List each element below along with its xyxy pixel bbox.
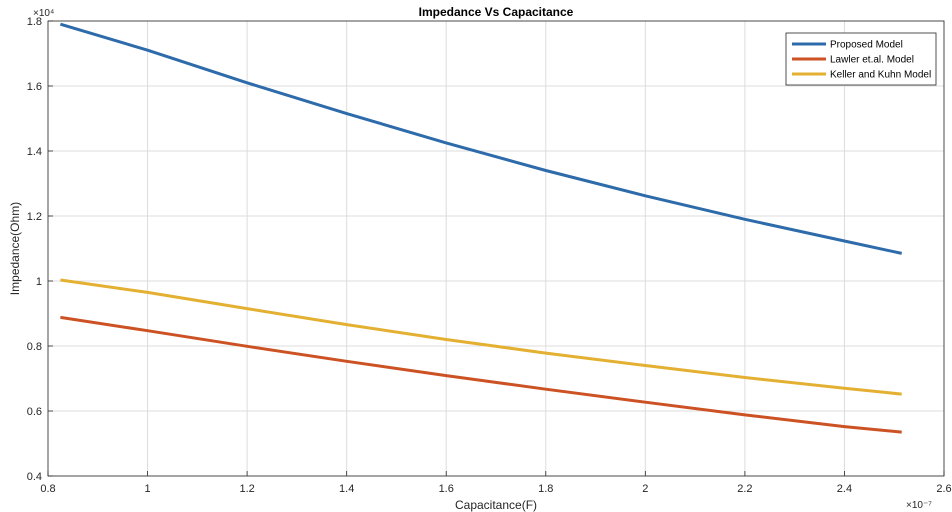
x-tick-label: 1	[144, 483, 150, 495]
legend: Proposed Model Lawler et.al. Model Kelle…	[785, 32, 937, 86]
x-axis-multiplier: ×10⁻⁷	[906, 500, 932, 511]
y-tick-label: 1.4	[27, 146, 42, 158]
x-tick-label: 1.2	[239, 483, 254, 495]
y-tick-label: 1	[36, 276, 42, 288]
x-tick-label: 2	[642, 483, 648, 495]
y-axis-label: Impedance(Ohm)	[8, 202, 22, 295]
x-tick-label: 2.4	[837, 483, 852, 495]
chart-title: Impedance Vs Capacitance	[419, 5, 574, 19]
y-axis-multiplier: ×10⁴	[33, 8, 54, 19]
x-tick-label: 1.6	[439, 483, 454, 495]
legend-label-lawler: Lawler et.al. Model	[830, 55, 914, 66]
y-tick-label: 1.6	[27, 81, 42, 93]
y-tick-label: 1.2	[27, 211, 42, 223]
grid-layer	[47, 20, 945, 477]
series-line-lawler	[60, 315, 902, 434]
x-tick-label: 2.6	[936, 483, 951, 495]
x-axis-label: Capacitance(F)	[455, 498, 537, 512]
plot-frame	[47, 20, 945, 477]
y-tick-labels: 0.4 0.6 0.8 1 1.2 1.4 1.6 1.8	[27, 16, 42, 483]
series-line-keller-kuhn	[60, 278, 902, 396]
x-tick-label: 0.8	[40, 483, 55, 495]
series-layer	[59, 22, 903, 434]
legend-label-proposed: Proposed Model	[830, 40, 903, 51]
x-tick-label: 1.8	[538, 483, 553, 495]
series-line-proposed	[59, 22, 903, 255]
y-tick-label: 0.6	[27, 406, 42, 418]
x-tick-labels: 0.8 1 1.2 1.4 1.6 1.8 2 2.2 2.4 2.6	[40, 483, 951, 495]
y-tick-label: 1.8	[27, 16, 42, 28]
y-tick-label: 0.8	[27, 341, 42, 353]
y-tick-label: 0.4	[27, 471, 42, 483]
x-tick-label: 2.2	[737, 483, 752, 495]
legend-label-keller-kuhn: Keller and Kuhn Model	[830, 70, 931, 81]
x-tick-label: 1.4	[339, 483, 354, 495]
